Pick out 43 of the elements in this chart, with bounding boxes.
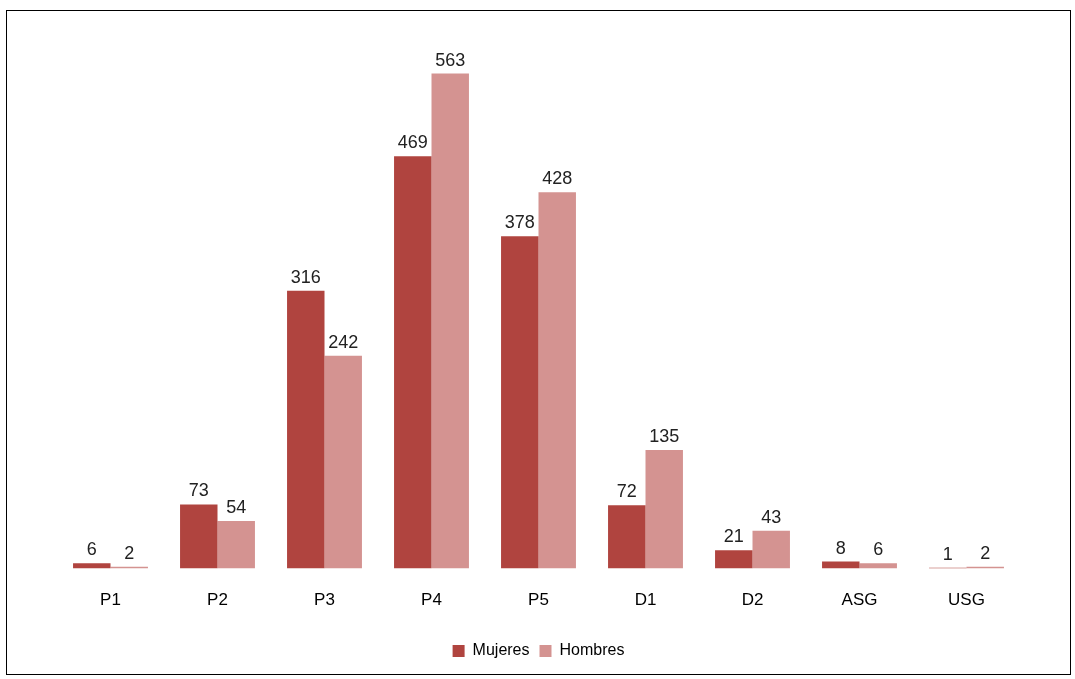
- bar: [859, 563, 897, 569]
- x-tick-label: P1: [100, 590, 121, 610]
- bar: [752, 530, 790, 569]
- data-label: 72: [616, 481, 637, 502]
- data-label: 8: [835, 537, 846, 558]
- x-tick-label: P3: [314, 590, 335, 610]
- data-label: 6: [86, 539, 97, 560]
- bar: [394, 156, 432, 569]
- data-label: 6: [873, 539, 884, 560]
- bar: [324, 355, 362, 569]
- x-tick-label: ASG: [841, 590, 878, 610]
- legend-label: Hombres: [559, 641, 625, 659]
- data-label: 428: [542, 168, 573, 189]
- x-tick-label: USG: [948, 590, 985, 610]
- data-label: 1: [942, 543, 953, 564]
- data-label: 2: [124, 542, 135, 563]
- data-label: 316: [290, 266, 321, 287]
- bar: [645, 449, 683, 569]
- data-label: 43: [761, 506, 782, 527]
- data-label: 21: [723, 526, 744, 547]
- x-tick-label: P5: [528, 590, 549, 610]
- bar: [608, 505, 646, 569]
- data-label: 469: [397, 132, 428, 153]
- x-tick-label: P2: [207, 590, 228, 610]
- bar: [217, 521, 255, 569]
- data-label: 242: [328, 331, 359, 352]
- legend-label: Mujeres: [472, 641, 530, 659]
- bar: [538, 192, 576, 569]
- data-label: 135: [649, 425, 680, 446]
- bar: [501, 236, 539, 569]
- data-label: 378: [504, 212, 535, 233]
- bar: [180, 504, 218, 569]
- bar: [287, 290, 325, 569]
- data-label: 2: [980, 542, 991, 563]
- data-label: 54: [226, 497, 247, 518]
- bar: [431, 73, 469, 569]
- x-tick-label: D2: [741, 590, 764, 610]
- x-tick-label: P4: [421, 590, 442, 610]
- data-label: 73: [188, 480, 209, 501]
- bar: [73, 563, 111, 569]
- bar: [715, 550, 753, 569]
- x-tick-label: D1: [634, 590, 657, 610]
- data-label: 563: [435, 49, 466, 70]
